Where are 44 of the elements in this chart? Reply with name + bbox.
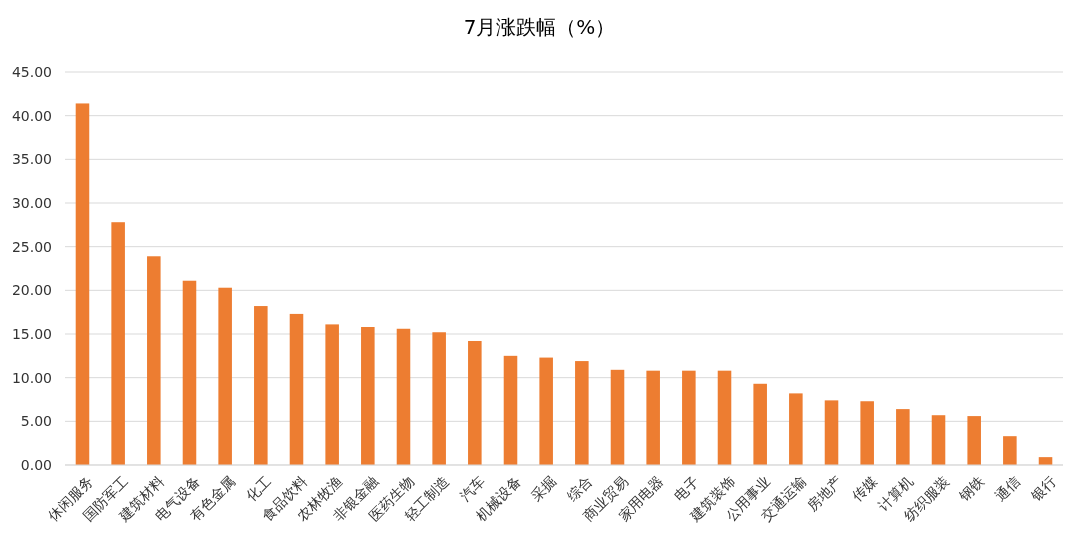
bar	[753, 383, 767, 465]
y-tick-label: 25.00	[11, 238, 52, 255]
x-tick-label: 通信	[991, 472, 1023, 504]
bar	[824, 400, 839, 465]
bar	[218, 287, 232, 465]
y-tick-label: 45.00	[11, 63, 52, 80]
bar	[789, 393, 803, 465]
bar	[254, 306, 268, 465]
bar	[682, 370, 696, 465]
bar	[503, 355, 518, 465]
bar	[717, 370, 732, 465]
y-tick-label: 20.00	[11, 282, 52, 299]
bar	[111, 222, 125, 465]
bar	[610, 369, 625, 465]
y-tick-label: 10.00	[11, 369, 52, 386]
bar	[931, 415, 946, 465]
y-tick-label: 40.00	[11, 107, 52, 124]
bar	[325, 324, 339, 465]
x-tick-label: 综合	[563, 472, 595, 504]
y-tick-label: 0.00	[20, 456, 52, 473]
x-tick-label: 采掘	[528, 472, 560, 504]
x-tick-label: 钢铁	[955, 472, 988, 505]
bar	[396, 328, 411, 465]
x-tick-label: 银行	[1026, 472, 1059, 505]
chart-title: 7月涨跌幅（%）	[463, 15, 616, 39]
y-tick-label: 15.00	[11, 325, 52, 342]
bar	[432, 332, 446, 465]
bar	[468, 340, 482, 465]
bar	[1003, 436, 1017, 465]
bar	[289, 313, 304, 465]
bar	[896, 409, 910, 465]
bar	[646, 370, 660, 465]
bar	[539, 357, 553, 465]
bar	[147, 256, 161, 465]
bar	[967, 416, 981, 465]
x-tick-label: 汽车	[456, 472, 488, 504]
y-tick-label: 35.00	[11, 151, 52, 168]
bar	[182, 280, 197, 465]
bar	[575, 361, 589, 465]
bar	[75, 103, 90, 465]
y-tick-label: 5.00	[20, 413, 52, 430]
bar	[361, 327, 375, 465]
y-tick-label: 30.00	[11, 194, 52, 211]
bar	[860, 401, 874, 465]
